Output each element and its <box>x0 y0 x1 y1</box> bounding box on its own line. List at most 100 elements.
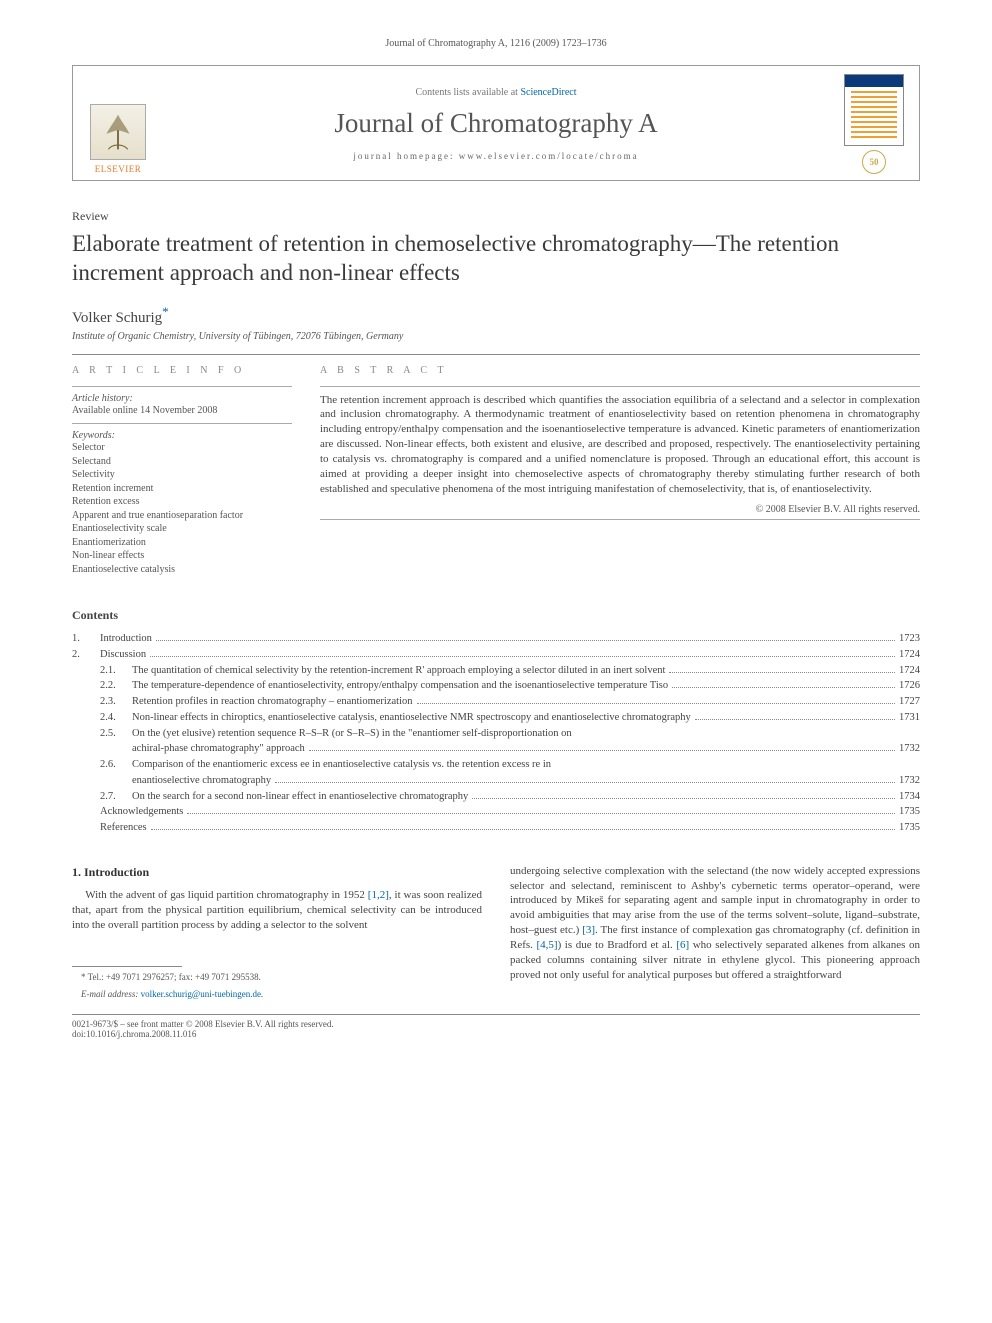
keywords-head: Keywords: <box>72 430 292 441</box>
toc-title: Comparison of the enantiomeric excess ee… <box>132 757 551 773</box>
body-column-right: undergoing selective complexation with t… <box>510 864 920 1000</box>
toc-page: 1731 <box>899 710 920 726</box>
toc-row[interactable]: 2.Discussion 1724 <box>72 647 920 663</box>
toc-row[interactable]: 2.7.On the search for a second non-linea… <box>72 789 920 805</box>
toc-leader <box>672 687 895 688</box>
keywords-list: Selector Selectand Selectivity Retention… <box>72 441 292 576</box>
body-paragraph: undergoing selective complexation with t… <box>510 864 920 983</box>
keyword: Retention excess <box>72 495 292 509</box>
toc-page: 1724 <box>899 663 920 679</box>
footnote-tel: * Tel.: +49 7071 2976257; fax: +49 7071 … <box>72 971 482 983</box>
toc-title: On the search for a second non-linear ef… <box>132 789 468 805</box>
author-name: Volker Schurig <box>72 310 162 326</box>
article-info-label: A R T I C L E I N F O <box>72 365 292 376</box>
toc-page: 1735 <box>899 804 920 820</box>
masthead-right: 50 <box>829 66 919 180</box>
toc-title: The temperature-dependence of enantiosel… <box>132 678 668 694</box>
toc-row[interactable]: 2.1.The quantitation of chemical selecti… <box>72 663 920 679</box>
keyword: Enantioselectivity scale <box>72 522 292 536</box>
citation-link[interactable]: [3] <box>582 924 595 936</box>
journal-cover-thumb <box>844 74 904 146</box>
toc-title: On the (yet elusive) retention sequence … <box>132 726 572 742</box>
toc-row[interactable]: References1735 <box>72 820 920 836</box>
section-heading: 1. Introduction <box>72 864 482 880</box>
toc-leader <box>472 798 895 799</box>
toc-row[interactable]: 2.3.Retention profiles in reaction chrom… <box>72 694 920 710</box>
toc-page: 1724 <box>899 647 920 663</box>
toc-title: Discussion <box>100 647 146 663</box>
toc-number: 2.1. <box>100 663 132 679</box>
keyword: Enantioselective catalysis <box>72 563 292 577</box>
toc-row[interactable]: enantioselective chromatography1732 <box>72 773 920 789</box>
toc-leader <box>309 750 895 751</box>
toc-leader <box>695 719 895 720</box>
toc-number: 2.6. <box>100 757 132 773</box>
toc-number: 2.3. <box>100 694 132 710</box>
toc-row[interactable]: achiral-phase chromatography" approach 17… <box>72 741 920 757</box>
homepage-line: journal homepage: www.elsevier.com/locat… <box>167 151 825 161</box>
contents-heading: Contents <box>72 608 920 623</box>
keyword: Enantiomerization <box>72 536 292 550</box>
divider <box>320 386 920 387</box>
toc-leader <box>669 672 895 673</box>
toc-leader <box>156 640 895 641</box>
body-columns: 1. Introduction With the advent of gas l… <box>72 864 920 1000</box>
toc-title: achiral-phase chromatography" approach <box>132 741 305 757</box>
toc-number: 2. <box>72 647 100 663</box>
footer-doi: doi:10.1016/j.chroma.2008.11.016 <box>72 1029 334 1039</box>
toc-row[interactable]: 1.Introduction1723 <box>72 631 920 647</box>
keyword: Selector <box>72 441 292 455</box>
toc-number: 1. <box>72 631 100 647</box>
sciencedirect-link[interactable]: ScienceDirect <box>520 87 576 98</box>
keyword: Retention increment <box>72 482 292 496</box>
publisher-logo-block: ELSEVIER <box>73 66 163 180</box>
affiliation: Institute of Organic Chemistry, Universi… <box>72 331 920 342</box>
citation-link[interactable]: [4,5] <box>536 939 557 951</box>
toc-number: 2.2. <box>100 678 132 694</box>
citation-link[interactable]: [1,2] <box>368 889 389 901</box>
masthead-center: Contents lists available at ScienceDirec… <box>163 66 829 180</box>
toc-row[interactable]: 2.6.Comparison of the enantiomeric exces… <box>72 757 920 773</box>
toc-title: Acknowledgements <box>100 804 183 820</box>
toc-title: The quantitation of chemical selectivity… <box>132 663 665 679</box>
toc-row[interactable]: 2.2.The temperature-dependence of enanti… <box>72 678 920 694</box>
elsevier-tree-icon <box>90 104 146 160</box>
toc-page: 1723 <box>899 631 920 647</box>
toc-title: Retention profiles in reaction chromatog… <box>132 694 413 710</box>
journal-masthead: ELSEVIER Contents lists available at Sci… <box>72 65 920 181</box>
homepage-url[interactable]: www.elsevier.com/locate/chroma <box>459 151 639 161</box>
toc-number: 2.5. <box>100 726 132 742</box>
keyword: Selectivity <box>72 468 292 482</box>
toc-row[interactable]: 2.5.On the (yet elusive) retention seque… <box>72 726 920 742</box>
toc-page: 1732 <box>899 741 920 757</box>
citation-link[interactable]: [6] <box>676 939 689 951</box>
abstract-column: A B S T R A C T The retention increment … <box>320 355 920 577</box>
footer-front-matter: 0021-9673/$ – see front matter © 2008 El… <box>72 1019 334 1029</box>
keyword: Apparent and true enantioseparation fact… <box>72 509 292 523</box>
footnote-email-link[interactable]: volker.schurig@uni-tuebingen.de. <box>141 989 264 999</box>
toc-page: 1726 <box>899 678 920 694</box>
article-title: Elaborate treatment of retention in chem… <box>72 230 920 288</box>
publisher-label: ELSEVIER <box>95 164 142 174</box>
anniversary-badge-icon: 50 <box>862 150 886 174</box>
author-line: Volker Schurig* <box>72 304 920 327</box>
contents-available-line: Contents lists available at ScienceDirec… <box>167 87 825 98</box>
copyright-line: © 2008 Elsevier B.V. All rights reserved… <box>320 504 920 515</box>
abstract-label: A B S T R A C T <box>320 365 920 376</box>
divider <box>320 519 920 520</box>
toc-leader <box>275 782 895 783</box>
table-of-contents: 1.Introduction17232.Discussion17242.1.Th… <box>72 631 920 836</box>
divider <box>72 423 292 424</box>
body-paragraph: With the advent of gas liquid partition … <box>72 888 482 933</box>
toc-row[interactable]: Acknowledgements 1735 <box>72 804 920 820</box>
info-abstract-row: A R T I C L E I N F O Article history: A… <box>72 355 920 577</box>
toc-leader <box>417 703 896 704</box>
toc-page: 1735 <box>899 820 920 836</box>
toc-title: Non-linear effects in chiroptics, enanti… <box>132 710 691 726</box>
article-type: Review <box>72 209 920 224</box>
article-history-line: Available online 14 November 2008 <box>72 404 292 418</box>
toc-row[interactable]: 2.4.Non-linear effects in chiroptics, en… <box>72 710 920 726</box>
journal-name: Journal of Chromatography A <box>167 108 825 139</box>
corresponding-marker-icon: * <box>162 304 169 319</box>
toc-page: 1727 <box>899 694 920 710</box>
